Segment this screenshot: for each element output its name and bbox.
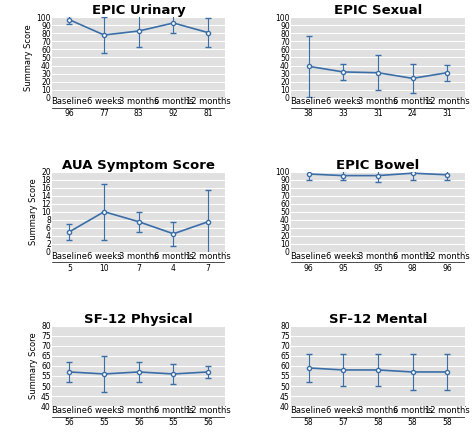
Text: 96: 96 — [304, 264, 313, 273]
Text: 6 months: 6 months — [393, 406, 432, 415]
Text: 12 months: 12 months — [425, 406, 470, 415]
Text: 96: 96 — [64, 109, 74, 118]
Text: 3 months: 3 months — [358, 406, 398, 415]
Text: 6 months: 6 months — [393, 97, 432, 106]
Text: 3 months: 3 months — [119, 97, 159, 106]
Title: EPIC Bowel: EPIC Bowel — [336, 158, 419, 171]
Title: EPIC Urinary: EPIC Urinary — [92, 4, 186, 17]
Text: 10: 10 — [100, 264, 109, 273]
Text: 12 months: 12 months — [425, 97, 470, 106]
Text: 6 weeks: 6 weeks — [87, 97, 121, 106]
Text: Baseline: Baseline — [291, 252, 327, 260]
Text: 24: 24 — [408, 109, 417, 118]
Text: 6 months: 6 months — [154, 406, 193, 415]
Text: 3 months: 3 months — [358, 97, 398, 106]
Text: 31: 31 — [442, 109, 452, 118]
Text: 6 months: 6 months — [154, 252, 193, 260]
Text: 81: 81 — [203, 109, 213, 118]
Text: 31: 31 — [373, 109, 383, 118]
Text: 56: 56 — [64, 418, 74, 427]
Text: 55: 55 — [99, 418, 109, 427]
Text: 7: 7 — [206, 264, 210, 273]
Text: 55: 55 — [169, 418, 178, 427]
Text: 6 weeks: 6 weeks — [326, 97, 361, 106]
Text: 12 months: 12 months — [186, 252, 230, 260]
Y-axis label: Summary Score: Summary Score — [29, 178, 38, 245]
Text: 58: 58 — [304, 418, 313, 427]
Text: 12 months: 12 months — [425, 252, 470, 260]
Text: Baseline: Baseline — [52, 252, 88, 260]
Text: 95: 95 — [338, 264, 348, 273]
Text: 12 months: 12 months — [186, 406, 230, 415]
Text: 92: 92 — [169, 109, 178, 118]
Text: 4: 4 — [171, 264, 176, 273]
Text: 96: 96 — [442, 264, 452, 273]
Text: 56: 56 — [134, 418, 144, 427]
Text: Baseline: Baseline — [52, 406, 88, 415]
Text: 33: 33 — [338, 109, 348, 118]
Y-axis label: Summary Score: Summary Score — [29, 332, 38, 399]
Text: 95: 95 — [373, 264, 383, 273]
Text: 38: 38 — [304, 109, 313, 118]
Text: 83: 83 — [134, 109, 144, 118]
Title: SF-12 Mental: SF-12 Mental — [328, 313, 427, 326]
Text: Baseline: Baseline — [291, 406, 327, 415]
Text: 3 months: 3 months — [119, 252, 159, 260]
Text: 6 weeks: 6 weeks — [87, 406, 121, 415]
Text: 3 months: 3 months — [119, 406, 159, 415]
Text: 57: 57 — [338, 418, 348, 427]
Text: 58: 58 — [408, 418, 417, 427]
Text: 6 weeks: 6 weeks — [87, 252, 121, 260]
Text: 6 weeks: 6 weeks — [326, 406, 361, 415]
Text: 12 months: 12 months — [186, 97, 230, 106]
Text: Baseline: Baseline — [291, 97, 327, 106]
Text: 7: 7 — [137, 264, 141, 273]
Text: 5: 5 — [67, 264, 72, 273]
Title: EPIC Sexual: EPIC Sexual — [334, 4, 422, 17]
Text: 58: 58 — [442, 418, 452, 427]
Text: Baseline: Baseline — [52, 97, 88, 106]
Y-axis label: Summary Score: Summary Score — [25, 24, 34, 91]
Text: 98: 98 — [408, 264, 417, 273]
Title: AUA Symptom Score: AUA Symptom Score — [63, 158, 215, 171]
Text: 77: 77 — [99, 109, 109, 118]
Text: 56: 56 — [203, 418, 213, 427]
Text: 6 months: 6 months — [154, 97, 193, 106]
Text: 6 weeks: 6 weeks — [326, 252, 361, 260]
Text: 3 months: 3 months — [358, 252, 398, 260]
Text: 6 months: 6 months — [393, 252, 432, 260]
Text: 58: 58 — [373, 418, 383, 427]
Title: SF-12 Physical: SF-12 Physical — [84, 313, 193, 326]
